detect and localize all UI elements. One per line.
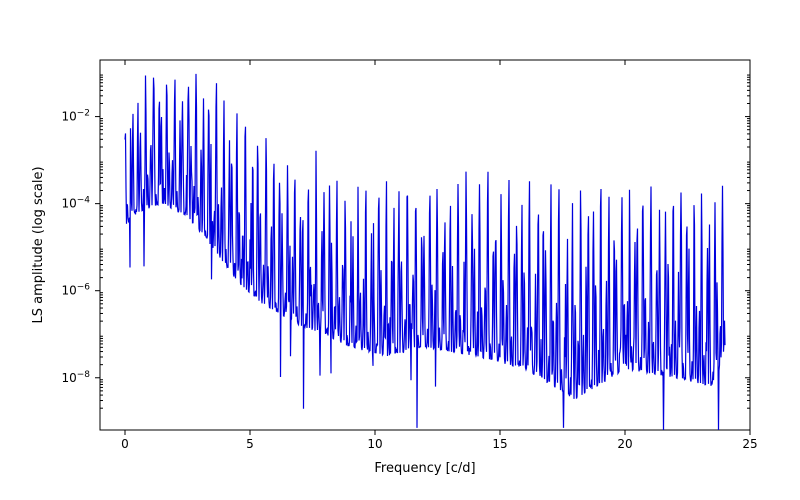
x-axis-label: Frequency [c/d] <box>374 461 475 476</box>
x-tick-label: 20 <box>617 437 632 451</box>
x-tick-label: 15 <box>492 437 507 451</box>
x-tick-label: 5 <box>246 437 254 451</box>
x-tick-label: 25 <box>742 437 757 451</box>
x-tick-label: 10 <box>367 437 382 451</box>
x-tick-label: 0 <box>121 437 129 451</box>
y-axis-label: LS amplitude (log scale) <box>31 166 46 323</box>
ls-periodogram-chart: 0510152025 10−810−610−410−2 Frequency [c… <box>0 0 800 500</box>
